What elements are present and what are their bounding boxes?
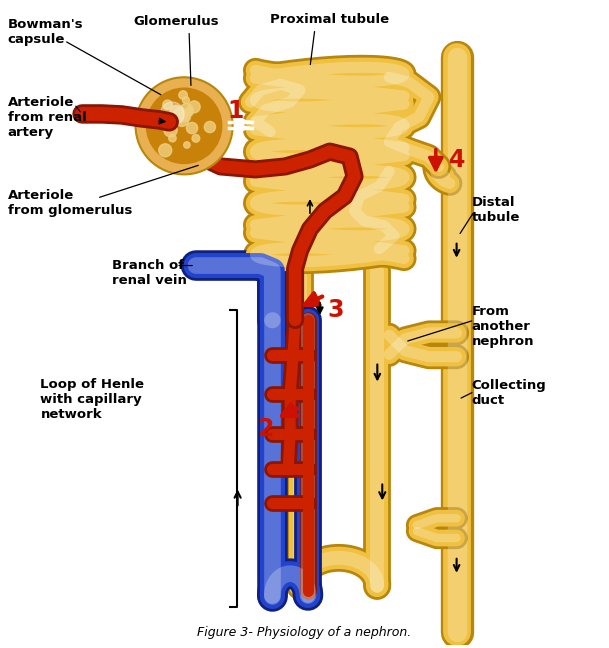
Circle shape — [174, 108, 186, 120]
Text: Arteriole
from glomerulus: Arteriole from glomerulus — [8, 189, 132, 217]
Circle shape — [177, 115, 185, 122]
Text: Bowman's
capsule: Bowman's capsule — [8, 17, 83, 46]
Text: Proximal tubule: Proximal tubule — [270, 13, 389, 26]
Text: 3: 3 — [328, 298, 344, 322]
Text: Collecting
duct: Collecting duct — [471, 380, 546, 408]
Circle shape — [170, 106, 183, 118]
Circle shape — [188, 101, 200, 113]
Circle shape — [159, 144, 172, 157]
Circle shape — [146, 88, 222, 163]
Circle shape — [163, 100, 172, 110]
Text: 1: 1 — [227, 99, 244, 123]
Circle shape — [184, 142, 190, 148]
Circle shape — [192, 134, 200, 142]
Text: Glomerulus: Glomerulus — [133, 15, 219, 28]
Circle shape — [175, 113, 189, 126]
Circle shape — [180, 104, 193, 116]
Text: 2: 2 — [257, 417, 273, 441]
Text: From
another
nephron: From another nephron — [471, 305, 534, 348]
Circle shape — [186, 122, 198, 133]
Circle shape — [136, 77, 233, 174]
Circle shape — [181, 112, 191, 121]
Circle shape — [179, 91, 188, 99]
Text: Arteriole
from renal
artery: Arteriole from renal artery — [8, 96, 86, 139]
Text: Figure 3- Physiology of a nephron.: Figure 3- Physiology of a nephron. — [197, 626, 411, 639]
Circle shape — [183, 97, 189, 104]
Circle shape — [160, 102, 184, 126]
Text: Distal
tubule: Distal tubule — [471, 196, 520, 224]
Text: Branch of
renal vein: Branch of renal vein — [112, 259, 186, 286]
Text: 4: 4 — [449, 148, 465, 172]
Circle shape — [185, 108, 193, 116]
Circle shape — [204, 121, 216, 133]
Circle shape — [169, 134, 176, 142]
Text: Loop of Henle
with capillary
network: Loop of Henle with capillary network — [40, 378, 144, 421]
Circle shape — [164, 124, 177, 137]
